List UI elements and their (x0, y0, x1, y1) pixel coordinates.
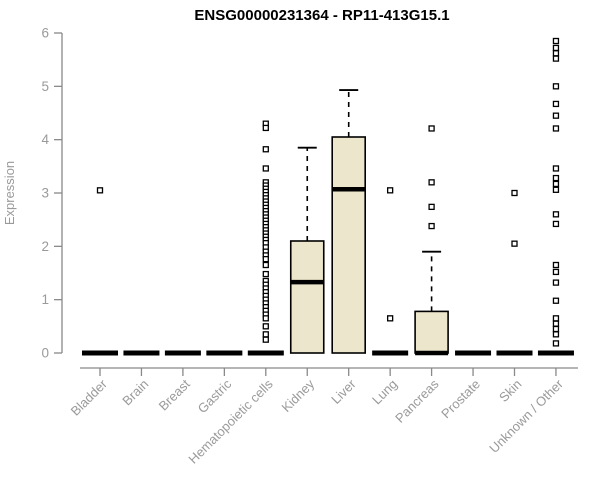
outlier-point (552, 125, 560, 132)
y-tick-label: 5 (41, 79, 49, 94)
x-tick-label: Lung (369, 376, 400, 407)
outlier-point (262, 146, 269, 153)
outlier-point (552, 50, 560, 57)
flat-box (496, 350, 533, 356)
outlier-point (552, 211, 560, 218)
box (414, 310, 449, 354)
outlier-point (262, 336, 269, 343)
outlier-point (511, 240, 518, 247)
outlier-point (552, 320, 560, 327)
flat-box (537, 350, 574, 356)
flat-box (372, 350, 409, 356)
outlier-point (262, 261, 269, 269)
outlier-point (428, 125, 435, 132)
y-tick-label: 3 (41, 186, 49, 201)
x-tick-label: Skin (496, 376, 524, 404)
outlier-point (552, 37, 560, 45)
x-tick-label: Liver (328, 376, 359, 407)
outlier-point (428, 203, 435, 211)
y-tick-label: 6 (41, 26, 49, 41)
y-axis-title: Expression (2, 161, 17, 225)
outlier-point (552, 297, 560, 304)
outlier-point (386, 315, 394, 322)
x-tick-label: Unknown / Other (486, 376, 566, 456)
outlier-point (428, 179, 435, 186)
outlier-point (511, 189, 518, 197)
outlier-point (552, 268, 560, 276)
y-tick-label: 0 (41, 346, 49, 361)
outlier-point (552, 100, 560, 108)
outlier-point (552, 279, 560, 286)
x-tick-label: Breast (156, 376, 193, 413)
x-tick-label: Kidney (278, 376, 317, 415)
y-tick-label: 2 (41, 239, 49, 254)
outlier-point (552, 261, 560, 269)
x-tick-label: Brain (119, 376, 151, 408)
flat-box (164, 350, 201, 356)
outlier-point (96, 187, 104, 194)
x-tick-label: Bladder (68, 376, 111, 419)
outlier-point (262, 315, 269, 322)
box (289, 240, 325, 354)
x-tick-label: Prostate (438, 376, 483, 421)
outlier-point (552, 315, 560, 322)
outlier-point (386, 187, 394, 194)
flat-box (123, 350, 160, 356)
y-tick-label: 1 (41, 292, 49, 307)
flat-box (455, 350, 492, 356)
outlier-point (552, 55, 560, 62)
box (331, 136, 367, 354)
outlier-point (552, 83, 560, 90)
x-tick-label: Gastric (195, 376, 235, 416)
flat-box (247, 350, 284, 356)
outlier-point (262, 255, 269, 263)
outlier-point (552, 186, 560, 193)
outlier-point (552, 112, 560, 119)
flat-box (82, 350, 118, 356)
outlier-point (552, 165, 560, 172)
outlier-point (552, 180, 560, 188)
y-tick-label: 4 (41, 132, 49, 147)
outlier-point (262, 270, 269, 278)
outlier-point (262, 331, 269, 338)
outlier-point (552, 44, 560, 52)
outlier-point (262, 323, 269, 330)
outlier-point (552, 220, 560, 228)
outlier-point (552, 325, 560, 333)
outlier-point (262, 124, 269, 132)
chart-title: ENSG00000231364 - RP11-413G15.1 (194, 7, 449, 24)
outlier-point (552, 331, 560, 338)
x-tick-label: Pancreas (392, 376, 442, 426)
outlier-point (552, 174, 560, 182)
outlier-point (262, 165, 269, 172)
flat-box (206, 350, 243, 356)
outlier-point (552, 340, 560, 347)
outlier-point (428, 222, 435, 230)
